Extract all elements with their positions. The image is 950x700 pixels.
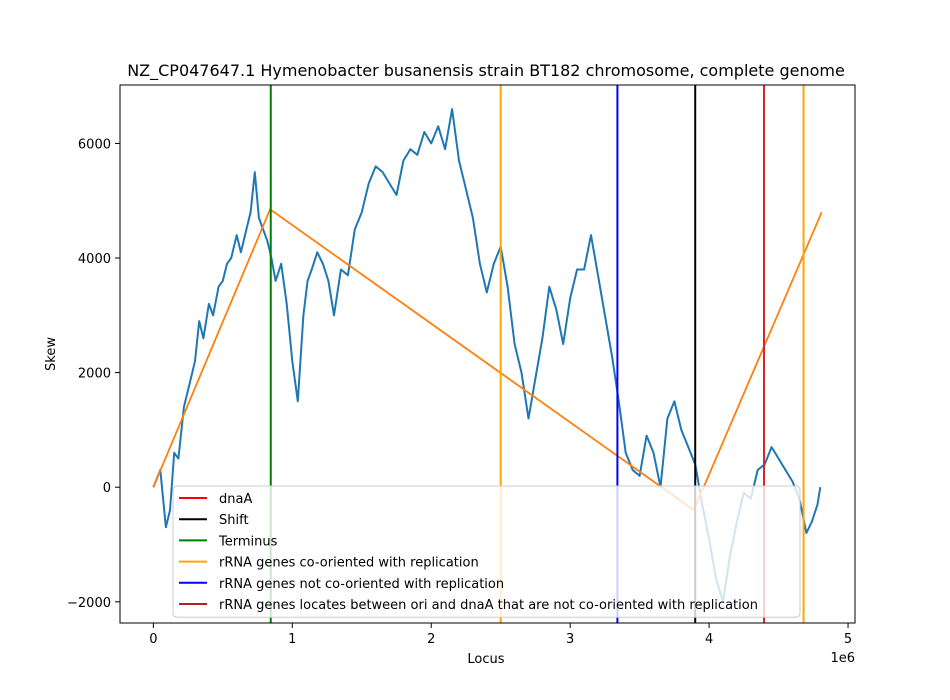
legend-label: dnaA [219,492,252,507]
x-tick-label: 1 [288,632,296,647]
legend-label: Shift [219,513,249,528]
x-tick-label: 4 [705,632,713,647]
y-tick-label: 2000 [78,367,111,382]
y-tick-label: −2000 [67,596,111,611]
fitted-skew-line [152,208,823,512]
y-tick-label: 0 [103,481,111,496]
plot-area: 0 1 2 3 4 5 −2000 0 2000 4000 6000 [67,84,856,647]
legend: dnaA Shift Terminus rRNA genes co-oriented … [172,485,801,618]
legend-label: rRNA genes co-oriented with replication [219,556,479,571]
y-tick-label: 4000 [78,252,111,267]
x-axis-offset-label: 1e6 [830,651,855,666]
legend-label: rRNA genes locates between ori and dnaA … [219,598,758,613]
x-tick-label: 0 [149,632,157,647]
y-axis-label: Skew [44,337,59,371]
x-tick-label: 2 [427,632,435,647]
legend-label: rRNA genes not co-oriented with replicat… [219,577,504,592]
axes-frame [119,84,856,624]
y-tick-label: 6000 [78,137,111,152]
x-tick-label: 3 [566,632,574,647]
x-tick-label: 5 [844,632,852,647]
legend-label: Terminus [218,534,278,549]
legend-box [172,485,801,618]
chart-title: NZ_CP047647.1 Hymenobacter busanensis st… [127,61,845,81]
x-axis-label: Locus [467,652,504,667]
